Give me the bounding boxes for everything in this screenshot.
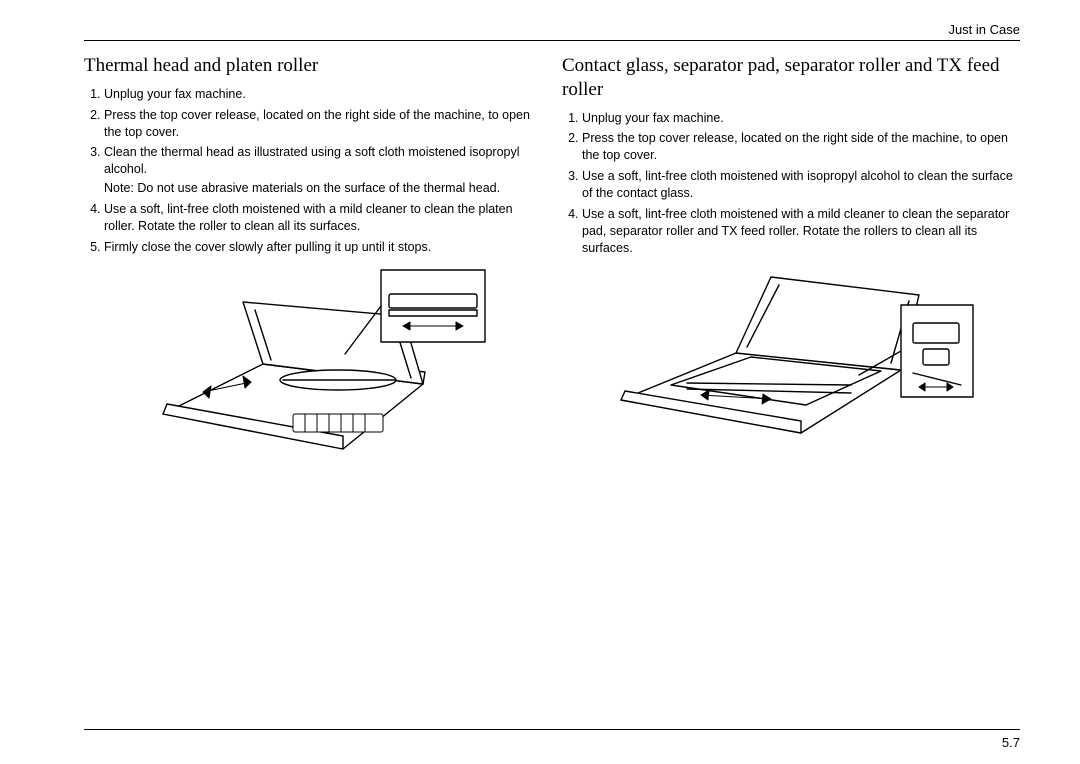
- list-item: Firmly close the cover slowly after pull…: [104, 239, 542, 256]
- list-item: Use a soft, lint-free cloth moistened wi…: [582, 168, 1020, 202]
- list-item: Use a soft, lint-free cloth moistened wi…: [582, 206, 1020, 257]
- left-section-title: Thermal head and platen roller: [84, 54, 542, 78]
- header-label: Just in Case: [948, 22, 1020, 37]
- manual-page: Just in Case Thermal head and platen rol…: [0, 0, 1080, 764]
- fax-open-cover-illustration: [133, 264, 493, 454]
- list-item: Unplug your fax machine.: [582, 110, 1020, 127]
- list-item: Press the top cover release, located on …: [104, 107, 542, 141]
- right-column: Contact glass, separator pad, separator …: [562, 54, 1020, 718]
- right-section-title: Contact glass, separator pad, separator …: [562, 54, 1020, 102]
- list-item: Unplug your fax machine.: [104, 86, 542, 103]
- list-item: Press the top cover release, located on …: [582, 130, 1020, 164]
- note-text: Do not use abrasive materials on the sur…: [137, 181, 500, 195]
- right-figure: [562, 265, 1020, 445]
- bottom-rule: [84, 729, 1020, 730]
- list-item: Use a soft, lint-free cloth moistened wi…: [104, 201, 542, 235]
- top-rule: [84, 40, 1020, 41]
- list-item: Clean the thermal head as illustrated us…: [104, 144, 542, 197]
- left-column: Thermal head and platen roller Unplug yo…: [84, 54, 542, 718]
- step-text: Clean the thermal head as illustrated us…: [104, 145, 520, 176]
- fax-contact-glass-illustration: [601, 265, 981, 445]
- right-steps-list: Unplug your fax machine. Press the top c…: [562, 110, 1020, 257]
- left-figure: [84, 264, 542, 454]
- page-number: 5.7: [1002, 735, 1020, 750]
- two-column-layout: Thermal head and platen roller Unplug yo…: [84, 54, 1020, 718]
- left-steps-list: Unplug your fax machine. Press the top c…: [84, 86, 542, 256]
- note-label: Note:: [104, 181, 134, 195]
